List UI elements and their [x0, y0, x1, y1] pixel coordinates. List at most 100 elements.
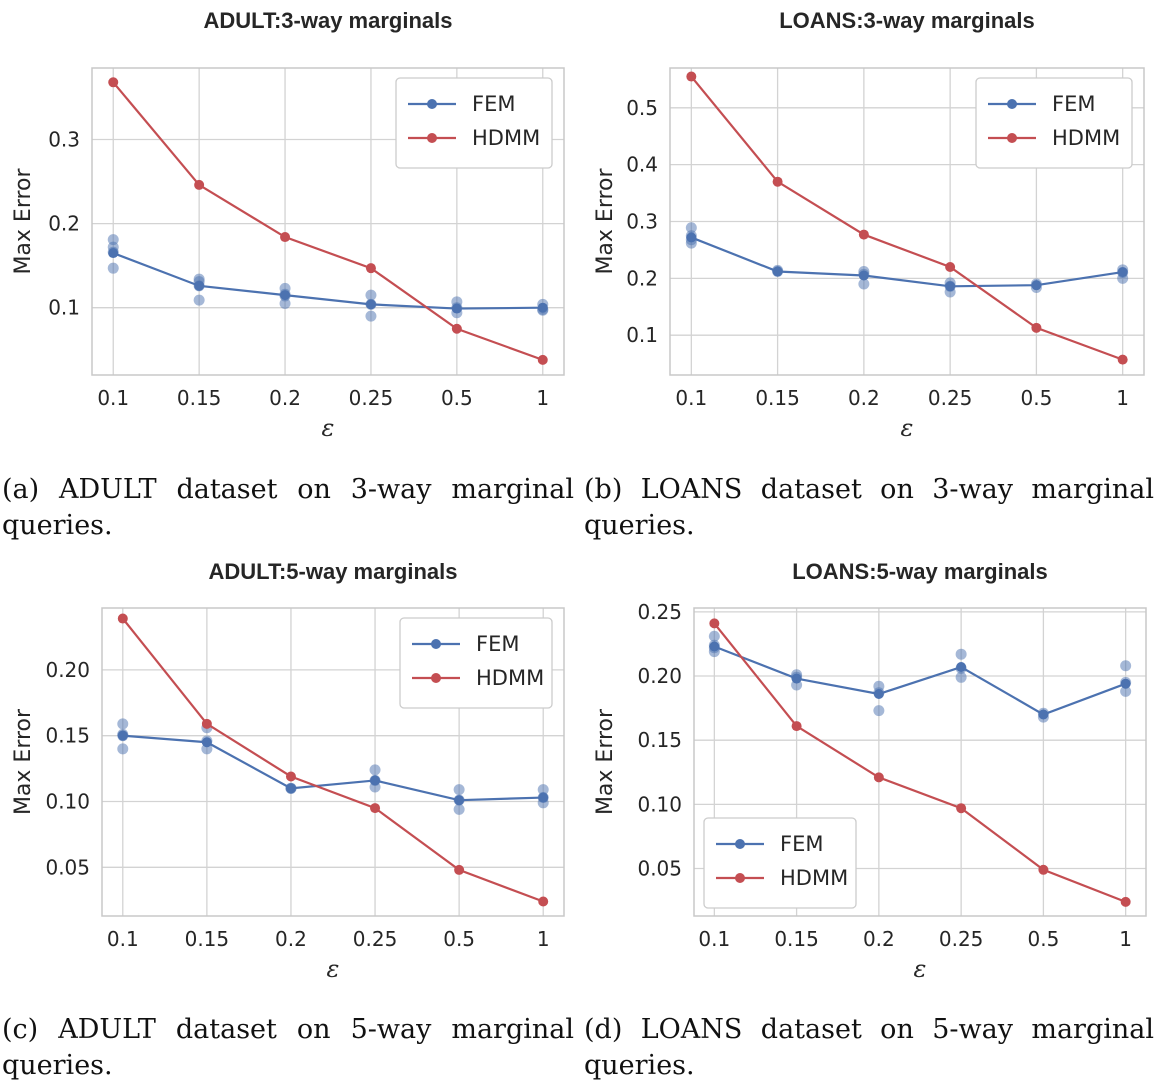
caption-b: (b) LOANS dataset on 3-way marginal quer…: [584, 472, 1154, 544]
hdmm-point: [117, 613, 128, 624]
caption-line: queries.: [2, 510, 113, 541]
y-tick-label: 0.3: [48, 127, 80, 151]
legend-label: FEM: [1052, 92, 1095, 116]
x-tick-label: 0.15: [185, 927, 230, 951]
fem-run-point: [708, 630, 720, 642]
fem-point: [370, 775, 381, 786]
legend-label: HDMM: [1052, 126, 1120, 150]
y-tick-label: 0.15: [45, 724, 90, 748]
fem-point: [537, 302, 548, 313]
fem-run-point: [117, 743, 129, 755]
caption-line: (c) ADULT dataset on 5-way marginal: [2, 1014, 574, 1045]
fem-run-point: [685, 222, 697, 234]
hdmm-point: [108, 77, 119, 88]
chart-svg: LOANS:3-way marginals 0.1 0.15 0.2 0.25 0.5 1 0…: [593, 8, 1145, 442]
hdmm-point: [201, 718, 212, 729]
legend-marker: [735, 873, 745, 883]
y-axis-label: Max Error: [593, 708, 618, 815]
plot-frame: [669, 67, 1145, 376]
x-tick-label: 0.1: [97, 386, 129, 410]
x-tick-label: 0.25: [939, 927, 984, 951]
caption-c: (c) ADULT dataset on 5-way marginal quer…: [2, 1012, 574, 1084]
x-tick-label: 0.15: [755, 386, 800, 410]
hdmm-series-line: [121, 617, 544, 903]
hdmm-point: [365, 263, 376, 274]
fem-run-point: [107, 262, 119, 274]
x-tick-label: 0.5: [441, 386, 473, 410]
hdmm-point: [709, 618, 720, 629]
x-tick-label: 1: [1116, 386, 1129, 410]
y-tick-label: 0.20: [637, 664, 682, 688]
chart-loans-3way: LOANS:3-way marginals 0.1 0.15 0.2 0.25 0.5 1 0…: [582, 0, 1156, 460]
fem-run-point: [279, 298, 291, 310]
x-axis-label: ε: [322, 414, 335, 442]
fem-point: [117, 730, 128, 741]
caption-line: (b) LOANS dataset on 3-way marginal: [584, 474, 1154, 505]
fem-point: [709, 641, 720, 652]
legend-marker: [1007, 99, 1017, 109]
y-tick-label: 0.5: [626, 96, 658, 120]
fem-run-point: [955, 671, 967, 683]
fem-run-point: [193, 294, 205, 306]
hdmm-point: [538, 896, 549, 907]
fem-point: [108, 248, 119, 259]
hdmm-point: [1117, 354, 1128, 365]
plot-frame: [101, 607, 565, 917]
fem-point: [945, 281, 956, 292]
y-tick-label: 0.1: [48, 296, 80, 320]
hdmm-series-line: [112, 81, 544, 361]
chart-svg: ADULT:5-way marginals 0.1 0.15 0.2 0.25 0.5 1 0…: [11, 559, 565, 983]
hdmm-point: [772, 176, 783, 187]
hdmm-point: [1038, 864, 1049, 875]
y-tick-label: 0.3: [626, 210, 658, 234]
caption-line: (d) LOANS dataset on 5-way marginal: [584, 1014, 1154, 1045]
legend-marker: [1007, 133, 1017, 143]
hdmm-point: [686, 71, 697, 82]
plot-frame: [693, 607, 1147, 917]
fem-point: [280, 290, 291, 301]
x-tick-label: 0.15: [774, 927, 819, 951]
chart-adult-5way: ADULT:5-way marginals 0.1 0.15 0.2 0.25 0.5 1 0…: [0, 548, 576, 1008]
legend-marker: [427, 133, 437, 143]
legend-marker: [431, 673, 441, 683]
x-tick-label: 0.25: [353, 927, 398, 951]
legend: FEM HDMM: [703, 817, 857, 909]
fem-point: [365, 299, 376, 310]
hdmm-point: [194, 179, 205, 190]
chart-title: LOANS:5-way marginals: [792, 559, 1048, 584]
hdmm-point: [873, 772, 884, 783]
y-tick-label: 0.4: [626, 153, 658, 177]
x-tick-label: 0.2: [269, 386, 301, 410]
legend: FEM HDMM: [399, 617, 553, 709]
y-axis-label: Max Error: [11, 708, 36, 815]
y-tick-label: 0.2: [626, 266, 658, 290]
legend-marker: [735, 839, 745, 849]
fem-run-point: [453, 803, 465, 815]
hdmm-point: [285, 771, 296, 782]
fem-series-line: [713, 645, 1127, 716]
caption-line: queries.: [584, 1050, 695, 1081]
legend-marker: [427, 99, 437, 109]
fem-run-point: [107, 234, 119, 246]
x-tick-label: 0.2: [848, 386, 880, 410]
hdmm-point: [454, 864, 465, 875]
hdmm-point: [1120, 896, 1131, 907]
fem-point: [451, 303, 462, 314]
chart-svg: LOANS:5-way marginals 0.1 0.15 0.2 0.25 0.5 1 0…: [593, 559, 1147, 983]
legend-label: FEM: [476, 632, 519, 656]
fem-run-point: [453, 784, 465, 796]
caption-line: queries.: [584, 510, 695, 541]
fem-point: [454, 795, 465, 806]
x-tick-label: 1: [536, 386, 549, 410]
fem-run-point: [369, 764, 381, 776]
fem-series-line: [122, 734, 544, 802]
legend-label: HDMM: [780, 866, 848, 890]
fem-run-point: [1120, 660, 1132, 672]
chart-svg: ADULT:3-way marginals 0.1 0.15 0.2 0.25 0.5 1 0…: [11, 8, 565, 442]
fem-point: [1120, 678, 1131, 689]
legend-label: HDMM: [476, 666, 544, 690]
x-tick-label: 0.5: [1020, 386, 1052, 410]
chart-title: LOANS:3-way marginals: [779, 8, 1035, 33]
fem-run-point: [1120, 685, 1132, 697]
y-tick-label: 0.05: [45, 855, 90, 879]
